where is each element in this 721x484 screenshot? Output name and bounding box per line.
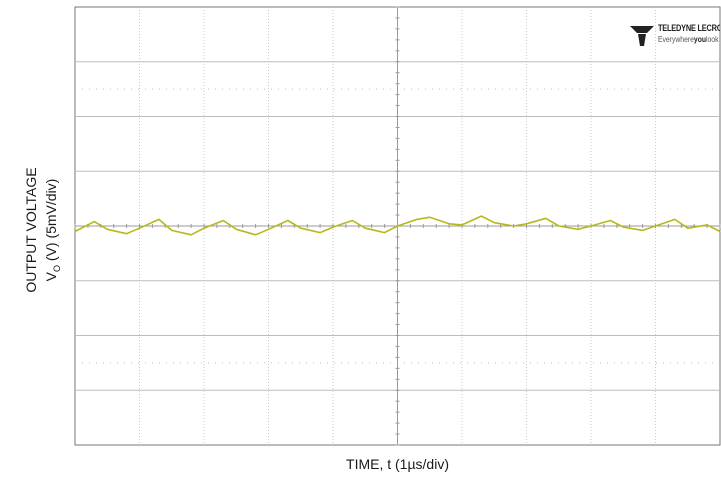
trace-point bbox=[461, 224, 463, 226]
trace-point bbox=[416, 218, 418, 220]
trace-point bbox=[384, 232, 386, 234]
trace-point bbox=[545, 217, 547, 219]
trace-point bbox=[429, 216, 431, 218]
teledyne-lecroy-logo: TELEDYNE LECROY Everywhereyoulook bbox=[628, 22, 720, 50]
trace-point bbox=[654, 225, 657, 227]
logo-brand-text: TELEDYNE LECROY bbox=[658, 23, 720, 34]
trace-point bbox=[126, 233, 128, 235]
trace-point bbox=[190, 234, 192, 236]
lecroy-logo-icon bbox=[630, 26, 654, 46]
trace-point bbox=[558, 225, 560, 227]
trace-point bbox=[525, 223, 528, 225]
trace-point bbox=[203, 227, 205, 229]
trace-point bbox=[235, 228, 237, 230]
trace-point bbox=[706, 224, 708, 226]
trace-point bbox=[319, 232, 321, 234]
trace-point bbox=[255, 234, 257, 236]
trace-point bbox=[138, 227, 141, 229]
trace-point bbox=[590, 225, 592, 227]
trace-point bbox=[622, 226, 624, 228]
trace-point bbox=[448, 223, 450, 225]
trace-point bbox=[642, 229, 644, 231]
trace-point bbox=[609, 219, 612, 222]
trace-point bbox=[222, 219, 224, 222]
trace-point bbox=[171, 229, 173, 231]
trace-point bbox=[300, 227, 302, 229]
trace-point bbox=[332, 226, 334, 228]
trace-point bbox=[351, 219, 353, 222]
trace-point bbox=[93, 221, 95, 223]
trace-point bbox=[674, 218, 676, 220]
x-axis-label: TIME, t (1µs/div) bbox=[346, 456, 449, 472]
trace-point bbox=[577, 228, 579, 230]
trace-point bbox=[158, 218, 160, 220]
logo-tagline: Everywhereyoulook bbox=[658, 35, 719, 44]
trace-point bbox=[364, 227, 366, 229]
trace-point bbox=[106, 228, 108, 230]
trace-point bbox=[267, 228, 270, 230]
trace-point bbox=[493, 222, 495, 224]
trace-point bbox=[480, 215, 482, 217]
trace-point bbox=[396, 225, 399, 227]
trace-point bbox=[687, 227, 689, 229]
trace-point bbox=[287, 219, 289, 222]
trace-point bbox=[513, 225, 515, 227]
trace-point bbox=[74, 230, 76, 233]
trace-point bbox=[719, 230, 721, 233]
